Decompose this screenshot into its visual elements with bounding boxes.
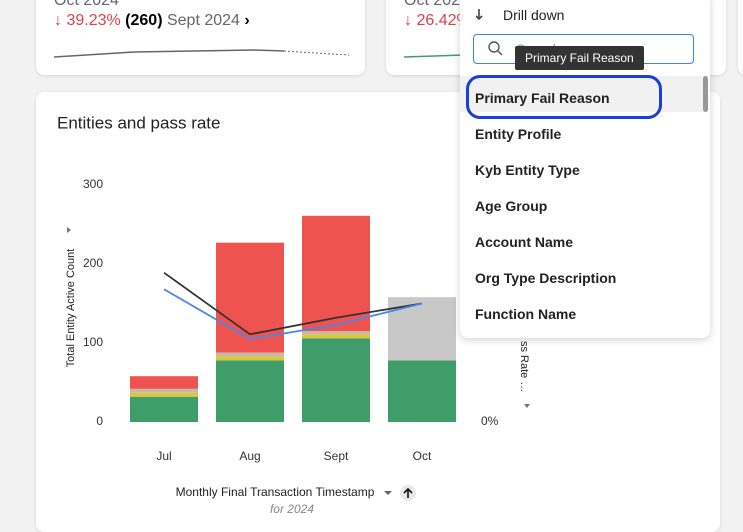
x-tick-label: Oct — [413, 449, 432, 463]
x-axis-subtitle: for 2024 — [270, 502, 314, 515]
bar-segment — [130, 392, 198, 397]
x-tick-label: Sept — [324, 449, 349, 463]
search-icon — [488, 41, 503, 56]
bar-segment — [130, 396, 198, 422]
scrollbar[interactable] — [703, 76, 708, 112]
y2-tick-label: 0% — [481, 414, 499, 428]
kpi-change: ↓ 26.42% — [404, 12, 471, 29]
kpi-card[interactable]: Oct 2024 ↓ 39.23% (260) Sept 2024 › — [36, 0, 365, 75]
x-tick-label: Aug — [239, 449, 260, 463]
axis-caret — [524, 404, 530, 408]
sort-caret[interactable] — [384, 491, 392, 495]
bar-segment — [130, 388, 198, 393]
kpi-date: Oct 2024 — [404, 0, 469, 9]
item-highlight — [460, 76, 703, 112]
kpi-date: Oct 2024 — [54, 0, 119, 9]
focus-outline — [466, 75, 662, 119]
kpi-change: ↓ 39.23% — [54, 12, 121, 29]
kpi-count: (260) — [125, 12, 163, 29]
y-tick-label: 200 — [83, 256, 103, 270]
y-axis-title: Total Entity Active Count — [65, 249, 77, 368]
y-tick-label: 0 — [96, 414, 103, 428]
x-axis-title[interactable]: Monthly Final Transaction Timestamp — [176, 485, 375, 499]
bar-segment — [216, 356, 284, 361]
menu-item[interactable]: Org Type Description — [475, 270, 617, 286]
bar-segment — [388, 360, 456, 422]
sparkline — [404, 54, 464, 58]
menu-title: Drill down — [503, 7, 565, 23]
bar-segment — [302, 215, 370, 332]
axis-caret — [67, 227, 71, 233]
tooltip: Primary Fail Reason — [515, 46, 644, 70]
menu-item[interactable]: Age Group — [475, 198, 548, 214]
sparkline — [54, 49, 349, 58]
menu-item[interactable]: Function Name — [475, 306, 577, 322]
bar-segment — [302, 334, 370, 339]
bar-segment — [216, 352, 284, 357]
y-tick-label: 100 — [83, 335, 103, 349]
pass-rate-line — [163, 271, 423, 336]
kpi-card[interactable] — [738, 0, 743, 75]
x-tick-label: Jul — [156, 449, 171, 463]
pass-rate-line — [163, 288, 423, 340]
bar-segment — [216, 360, 284, 422]
page: Oct 2024 ↓ 39.23% (260) Sept 2024 › Oct … — [36, 0, 743, 532]
menu-item[interactable]: Primary Fail Reason — [475, 90, 610, 106]
menu-item[interactable]: Entity Profile — [475, 126, 562, 142]
drill-icon — [476, 9, 483, 21]
bar-segment — [130, 376, 198, 389]
chart-title: Entities and pass rate — [57, 113, 220, 132]
menu-item[interactable]: Account Name — [475, 234, 574, 250]
drill-menu: Drill down Search Primary Fail ReasonEnt… — [460, 0, 710, 338]
bar-segment — [302, 338, 370, 422]
kpi-line: ↓ 39.23% (260) Sept 2024 › — [54, 12, 250, 29]
sort-icon — [403, 487, 413, 498]
kpi-compare: Sept 2024 — [166, 12, 240, 29]
menu-item[interactable]: Kyb Entity Type — [475, 162, 580, 178]
y2-axis-title: ss Rate … — [518, 341, 530, 392]
bar-segment — [302, 331, 370, 335]
y-tick-label: 300 — [83, 177, 103, 191]
chart: Entities and pass rate Total Entity Acti… — [57, 113, 530, 515]
